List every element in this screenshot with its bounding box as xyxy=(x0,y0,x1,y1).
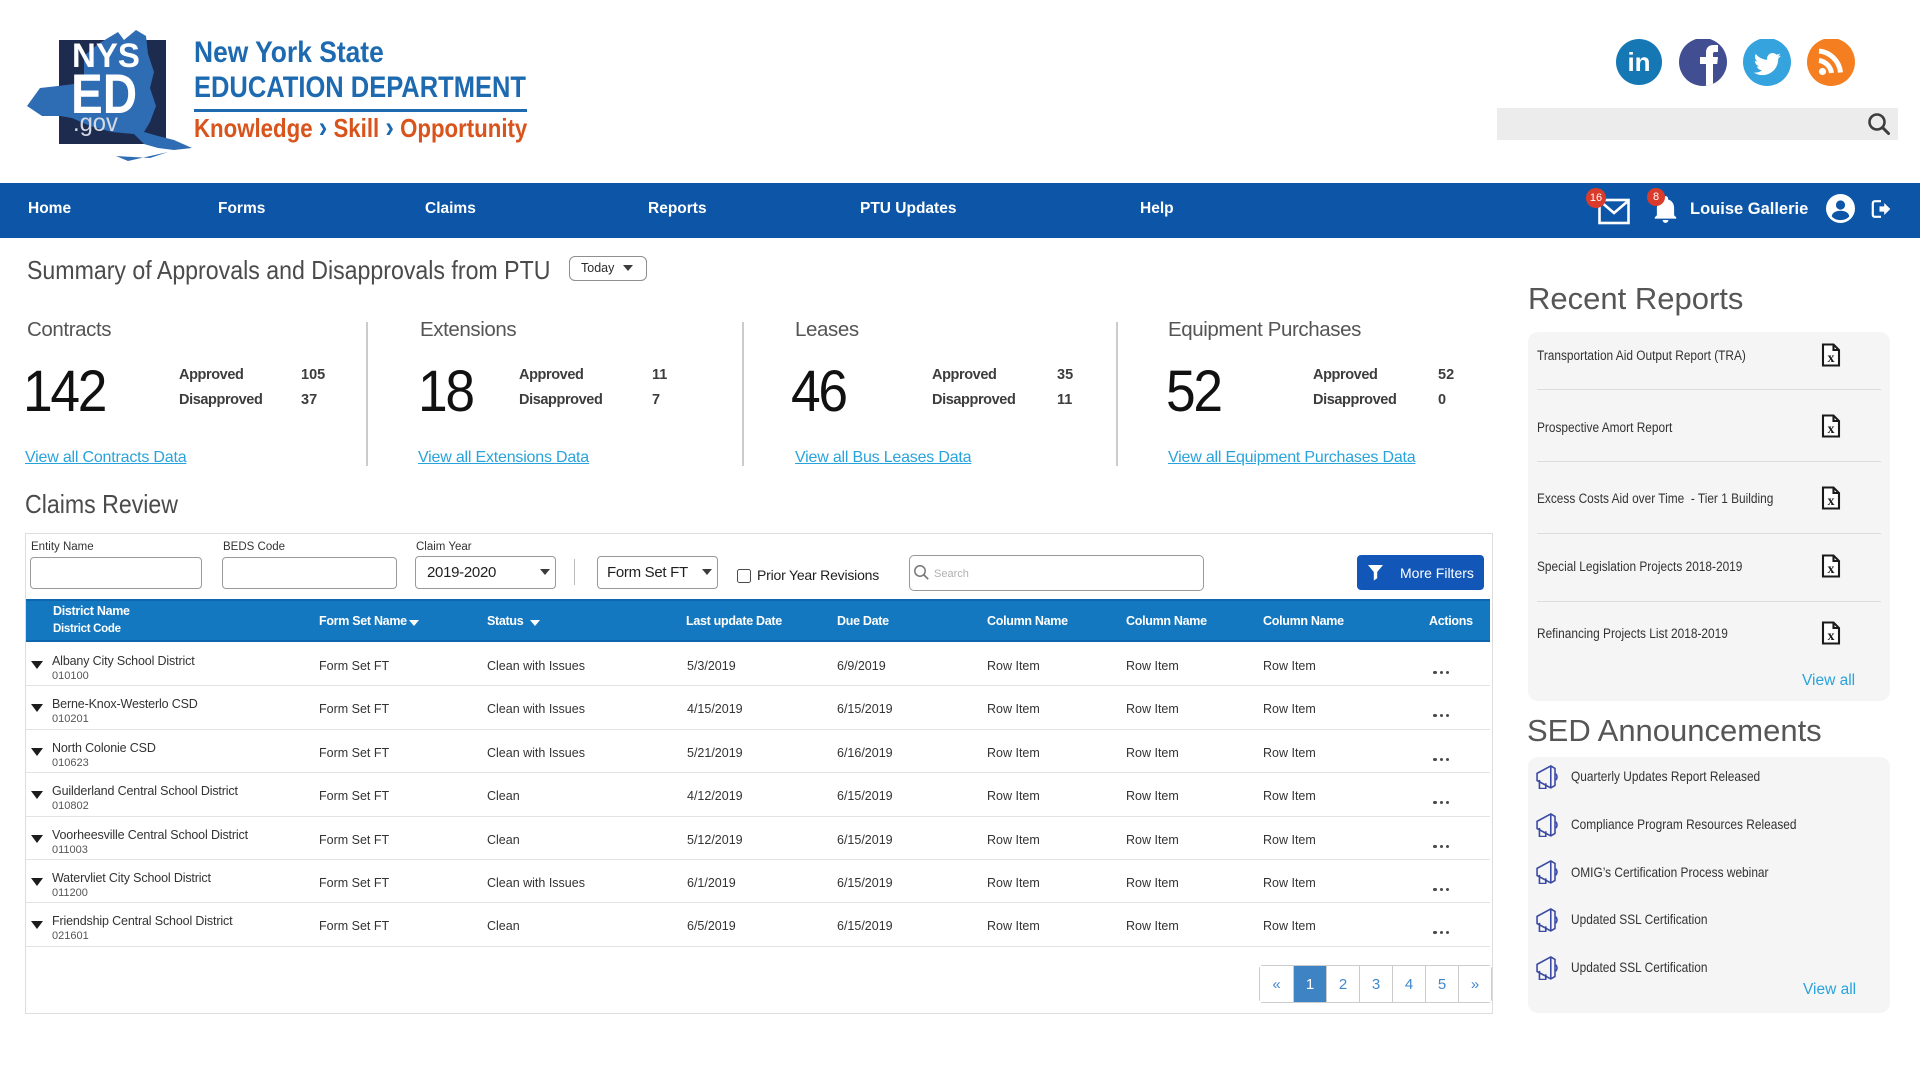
svg-text:x: x xyxy=(1828,629,1835,644)
svg-text:x: x xyxy=(1828,422,1835,437)
svg-text:x: x xyxy=(1828,494,1835,509)
svg-text:x: x xyxy=(1828,562,1835,577)
svg-text:in: in xyxy=(1627,47,1650,77)
svg-text:x: x xyxy=(1828,351,1835,366)
